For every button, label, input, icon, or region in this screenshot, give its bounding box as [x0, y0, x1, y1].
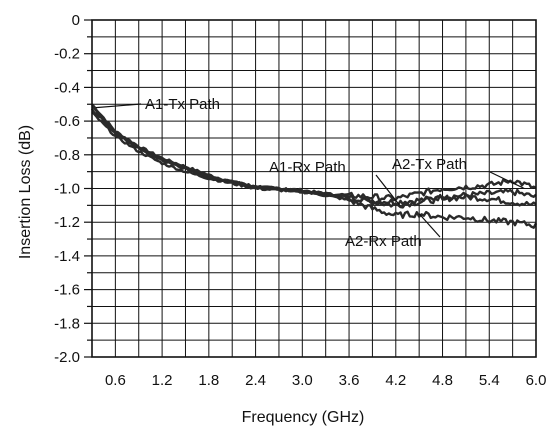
- series-line-a1-tx-path: [91, 103, 537, 207]
- y-axis-title: Insertion Loss (dB): [17, 125, 34, 259]
- y-tick-label: 0: [72, 12, 80, 29]
- x-tick-label: 4.8: [432, 372, 453, 389]
- y-tick-label: -1.0: [54, 181, 80, 198]
- series-line-a2-rx-path: [91, 111, 538, 229]
- x-tick-label: 0.6: [105, 372, 126, 389]
- y-tick-label: -2.0: [54, 349, 80, 366]
- annotation-label: A2-Rx Path: [345, 233, 422, 250]
- annotation-leader: [489, 171, 525, 190]
- x-tick-labels: 0.6 1.2 1.8 2.4 3.0 3.6 4.2 4.8 5.4 6.0: [105, 372, 546, 389]
- y-tick-label: -0.8: [54, 147, 80, 164]
- y-tick-label: -1.6: [54, 282, 80, 299]
- x-tick-label: 1.2: [152, 372, 173, 389]
- y-tick-labels: 0 -0.2 -0.4 -0.6 -0.8 -1.0 -1.2 -1.4 -1.6 -1.8 -2.…: [54, 12, 80, 366]
- series-line-a2-tx-path: [91, 105, 537, 202]
- annotation-label: A1-Rx Path: [269, 159, 346, 176]
- annotation-label: A1-Tx Path: [145, 96, 220, 113]
- x-tick-label: 3.0: [292, 372, 313, 389]
- y-tick-label: -0.4: [54, 79, 80, 96]
- annotation-leader: [375, 174, 401, 206]
- y-tick-label: -1.8: [54, 315, 80, 332]
- grid-lines: [92, 20, 536, 357]
- y-tick-label: -0.6: [54, 113, 80, 130]
- x-tick-label: 6.0: [526, 372, 547, 389]
- x-axis-title: Frequency (GHz): [242, 409, 365, 426]
- x-tick-label: 5.4: [479, 372, 500, 389]
- x-tick-label: 3.6: [339, 372, 360, 389]
- y-tick-label: -0.2: [54, 46, 80, 63]
- x-tick-label: 4.2: [385, 372, 406, 389]
- y-tick-label: -1.2: [54, 214, 80, 231]
- annotations: A1-Tx Path A1-Rx Path A2-Tx Path A2-Rx Path: [95, 96, 525, 250]
- y-tick-label: -1.4: [54, 248, 80, 265]
- annotation-leader: [95, 103, 142, 109]
- series-group: [90, 103, 538, 229]
- plot-border: [91, 19, 537, 358]
- x-tick-label: 1.8: [198, 372, 219, 389]
- annotation-label: A2-Tx Path: [392, 156, 467, 173]
- plot-frame: [84, 19, 537, 358]
- annotation-leader: [418, 213, 441, 238]
- x-tick-label: 2.4: [245, 372, 266, 389]
